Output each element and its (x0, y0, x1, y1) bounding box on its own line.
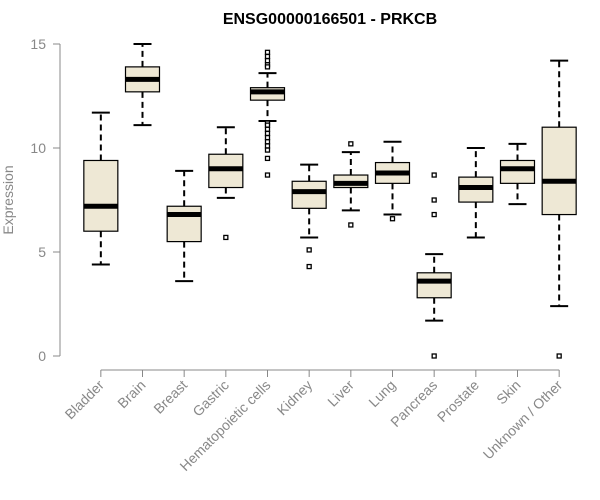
outlier-point (264, 122, 271, 128)
outlier-point (264, 130, 271, 137)
box-pancreas (416, 172, 452, 359)
chart-title: ENSG00000166501 - PRKCB (223, 11, 437, 28)
outlier-point (348, 222, 354, 228)
iqr-box (416, 272, 452, 299)
outlier-point (264, 155, 271, 162)
x-tick-label: Unknown / Other (480, 377, 566, 463)
outlier-point (264, 143, 271, 149)
outlier-point (306, 247, 312, 253)
y-tick-label: 15 (30, 36, 46, 52)
outlier-point (389, 216, 396, 222)
iqr-box (83, 159, 119, 232)
x-tick-label: Skin (493, 377, 524, 408)
outlier-point (348, 141, 354, 147)
iqr-box (166, 205, 202, 243)
outlier-point (264, 139, 271, 145)
outlier-point (264, 172, 271, 178)
outlier-point (223, 234, 229, 241)
box-lung (374, 140, 411, 222)
outlier-point (264, 147, 271, 153)
y-tick-label: 0 (38, 348, 46, 364)
y-tick-label: 5 (38, 244, 46, 260)
box-breast (166, 169, 202, 283)
plot-area (83, 43, 577, 359)
x-tick-label: Lung (365, 377, 398, 410)
outlier-point (264, 49, 271, 55)
outlier-point (431, 172, 437, 178)
box-kidney (291, 163, 327, 270)
y-tick-label: 10 (30, 140, 46, 156)
iqr-box (541, 126, 577, 216)
box-liver (333, 141, 369, 228)
outlier-point (431, 353, 437, 359)
outlier-point (264, 134, 271, 141)
y-axis-label: Expression (0, 165, 16, 234)
box-bladder (83, 111, 119, 266)
box-gastric (208, 126, 244, 241)
x-tick-label: Prostate (434, 377, 482, 425)
y-axis: 0 5 10 15 (30, 36, 61, 364)
x-tick-label: Liver (324, 377, 357, 410)
box-prostate (458, 147, 494, 239)
outlier-point (431, 197, 437, 203)
outlier-point (264, 53, 271, 60)
outlier-point (431, 211, 437, 218)
box-unknown-other (541, 59, 577, 359)
outlier-point (264, 57, 271, 64)
outlier-point (264, 126, 271, 132)
x-tick-label: Breast (150, 377, 190, 417)
x-tick-label: Brain (114, 377, 148, 411)
outlier-point (556, 353, 562, 359)
box-brain (124, 43, 161, 127)
box-skin (499, 142, 536, 206)
iqr-box (499, 159, 536, 184)
box-hematopoietic-cells (249, 49, 286, 178)
iqr-box (291, 180, 327, 209)
outlier-point (306, 263, 312, 270)
x-tick-label: Bladder (62, 377, 108, 423)
outlier-point (264, 64, 271, 70)
x-tick-label: Kidney (274, 377, 316, 419)
